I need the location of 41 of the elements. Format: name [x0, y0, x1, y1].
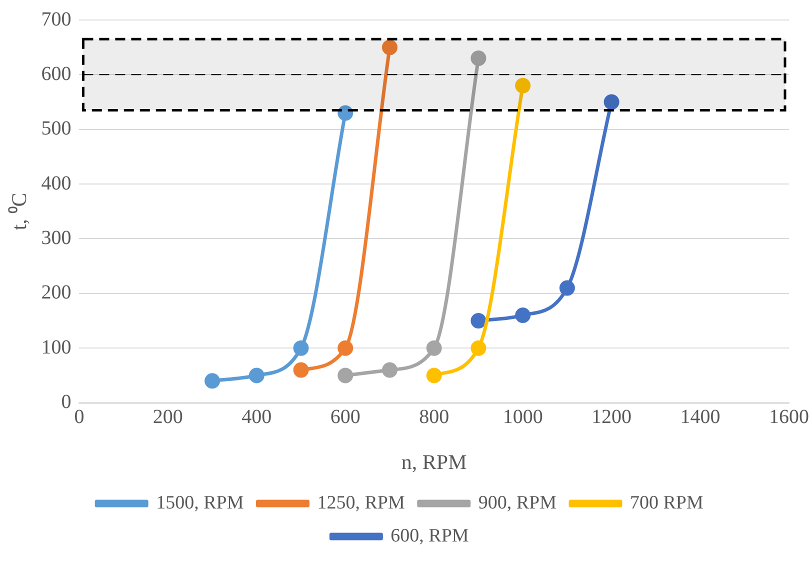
x-tick-label: 1000	[502, 406, 543, 428]
point	[293, 340, 309, 356]
x-tick-label: 1400	[680, 406, 720, 428]
x-tick-label: 600	[330, 406, 360, 428]
point	[470, 340, 486, 356]
y-tick-label: 0	[61, 391, 72, 414]
legend-label: 600, RPM	[390, 525, 469, 546]
y-tick-label: 200	[41, 282, 72, 304]
x-tick-label: 800	[419, 406, 450, 428]
y-tick-label: 100	[41, 336, 72, 358]
y-tick-label: 300	[41, 226, 72, 249]
legend-label: 1250, RPM	[317, 492, 405, 514]
point	[338, 340, 354, 356]
legend-label: 700 RPM	[630, 492, 704, 514]
x-tick-label: 1200	[592, 406, 632, 428]
point	[515, 78, 531, 94]
point	[338, 105, 354, 121]
point	[470, 50, 486, 66]
point	[515, 308, 531, 324]
y-tick-label: 500	[41, 118, 72, 140]
x-tick-label: 200	[152, 406, 183, 428]
point	[426, 340, 442, 356]
point	[426, 368, 442, 384]
x-tick-label: 1600	[769, 406, 809, 428]
point	[382, 40, 398, 56]
y-tick-label: 600	[41, 62, 72, 85]
point	[604, 94, 620, 110]
point	[248, 368, 264, 384]
point	[382, 362, 398, 378]
point	[559, 280, 575, 296]
point	[470, 313, 486, 329]
x-axis-title: n, RPM	[401, 450, 468, 474]
legend-label: 1500, RPM	[156, 492, 244, 514]
legend-label: 900, RPM	[478, 492, 557, 514]
y-tick-label: 700	[41, 8, 72, 30]
point	[293, 362, 309, 378]
point	[338, 368, 354, 384]
x-tick-label: 400	[242, 406, 272, 428]
y-tick-label: 400	[41, 172, 72, 194]
point	[204, 373, 220, 389]
y-axis-title: t, ⁰C	[7, 192, 32, 230]
